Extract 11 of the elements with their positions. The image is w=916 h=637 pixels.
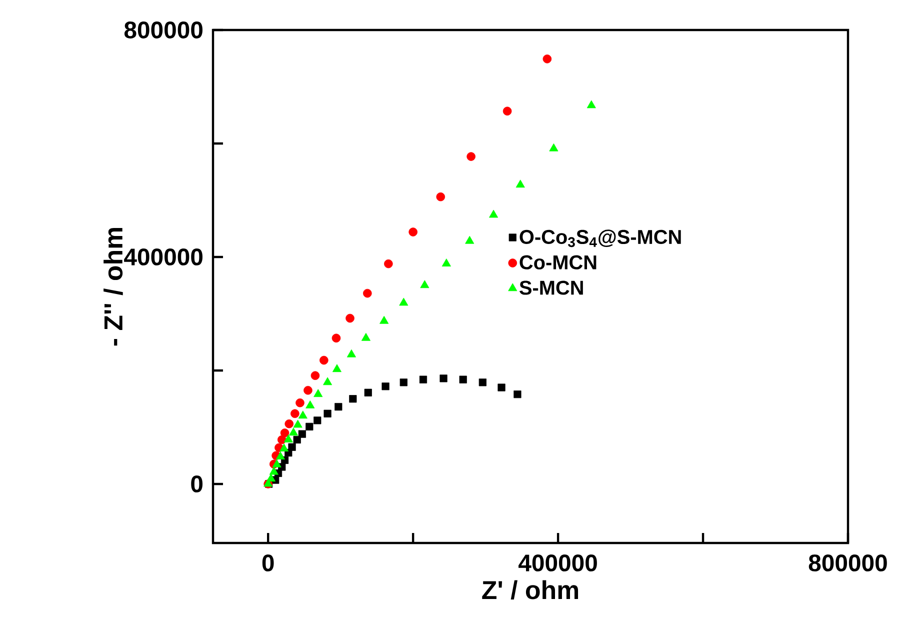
y-tick-label: 400000 <box>124 248 202 266</box>
y-axis-title: - Z'' / ohm <box>104 228 123 346</box>
legend-label: O-Co$_{3}$S$_{4}$@S-MCN <box>520 230 681 248</box>
legend-label: Co-MCN <box>520 255 596 270</box>
y-tick-label: 0 <box>191 476 203 492</box>
x-tick-label: 800000 <box>808 554 887 572</box>
x-axis-title: Z' / ohm <box>482 580 578 600</box>
y-tick-label: 800000 <box>124 22 202 38</box>
legend-label: S-MCN <box>520 280 583 295</box>
x-tick-label: 0 <box>262 554 274 572</box>
x-tick-label: 400000 <box>518 554 597 572</box>
